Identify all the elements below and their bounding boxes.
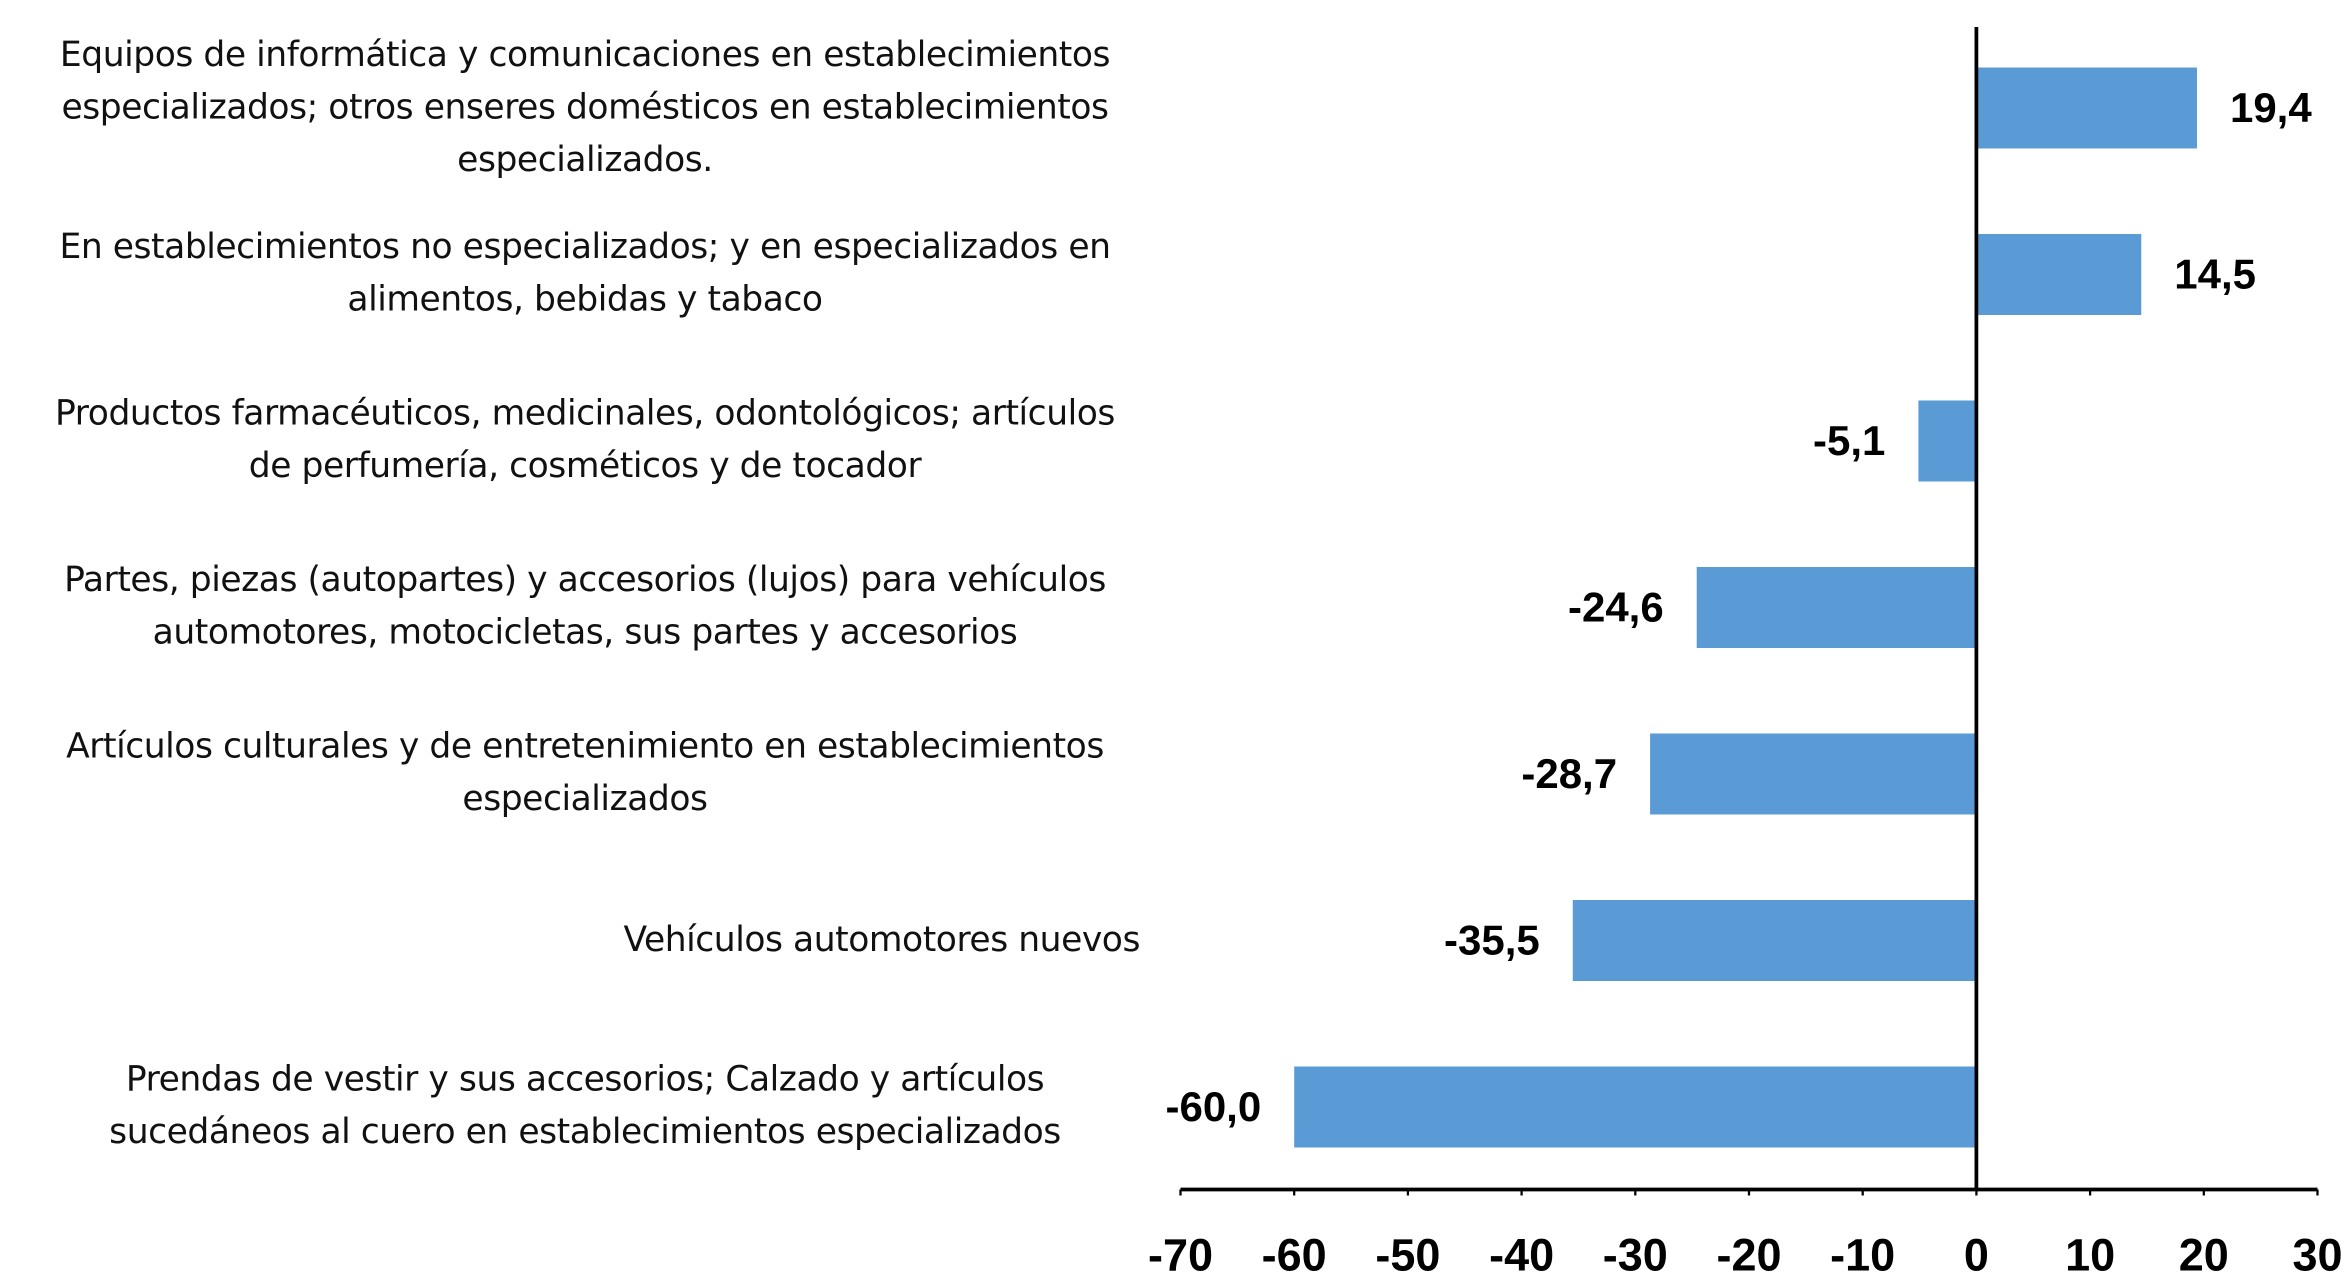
x-tick-label: 20: [2179, 1229, 2229, 1279]
category-label: En establecimientos no especializados; y…: [59, 227, 1111, 320]
value-label: -35,5: [1444, 917, 1540, 964]
x-tick-label: -10: [1830, 1229, 1895, 1279]
bar: [1294, 1066, 1977, 1148]
x-tick-label: 0: [1964, 1229, 1989, 1279]
category-label: Vehículos automotores nuevos: [623, 920, 1141, 960]
x-tick-label: -20: [1716, 1229, 1781, 1279]
bar: [1650, 733, 1977, 815]
x-tick-label: -40: [1489, 1229, 1554, 1279]
x-tick-label: -60: [1262, 1229, 1327, 1279]
category-label-wrap: En establecimientos no especializados; y…: [0, 192, 1140, 357]
category-label: Equipos de informática y comunicaciones …: [59, 35, 1111, 180]
value-label: -28,7: [1521, 750, 1617, 797]
category-label: Prendas de vestir y sus accesorios; Calz…: [109, 1060, 1061, 1152]
category-label-box: Equipos de informática y comunicaciones …: [0, 25, 1140, 190]
bar: [1696, 566, 1977, 648]
bar: [1918, 400, 1977, 482]
value-label: -24,6: [1568, 584, 1664, 631]
x-tick-label: -50: [1375, 1229, 1440, 1279]
category-label-wrap: Productos farmacéuticos, medicinales, od…: [0, 358, 1140, 523]
category-label-box: Vehículos automotores nuevos: [0, 858, 1140, 1023]
x-tick-label: 10: [2065, 1229, 2115, 1279]
bar: [1572, 899, 1977, 981]
category-label-wrap: Equipos de informática y comunicaciones …: [0, 25, 1140, 190]
category-label-box: Prendas de vestir y sus accesorios; Calz…: [0, 1024, 1140, 1189]
category-label-box: Productos farmacéuticos, medicinales, od…: [0, 358, 1140, 523]
category-label: Artículos culturales y de entretenimient…: [66, 727, 1104, 819]
x-tick-label: 30: [2292, 1229, 2342, 1279]
x-tick-label: -30: [1603, 1229, 1668, 1279]
category-label-wrap: Vehículos automotores nuevos: [0, 858, 1140, 1023]
value-label: 14,5: [2174, 251, 2256, 298]
category-label-box: Artículos culturales y de entretenimient…: [0, 691, 1140, 856]
value-label: -5,1: [1813, 417, 1885, 464]
category-label-box: En establecimientos no especializados; y…: [0, 192, 1140, 357]
category-label-wrap: Partes, piezas (autopartes) y accesorios…: [0, 525, 1140, 690]
category-label-box: Partes, piezas (autopartes) y accesorios…: [0, 525, 1140, 690]
x-tick-label: -70: [1148, 1229, 1213, 1279]
category-label: Partes, piezas (autopartes) y accesorios…: [64, 560, 1106, 653]
category-label-wrap: Artículos culturales y de entretenimient…: [0, 691, 1140, 856]
bar: [1976, 67, 2197, 149]
value-label: -60,0: [1165, 1083, 1261, 1130]
bar: [1976, 233, 2142, 315]
category-label: Productos farmacéuticos, medicinales, od…: [55, 394, 1115, 486]
value-label: 19,4: [2230, 84, 2312, 131]
category-label-wrap: Prendas de vestir y sus accesorios; Calz…: [0, 1024, 1140, 1189]
